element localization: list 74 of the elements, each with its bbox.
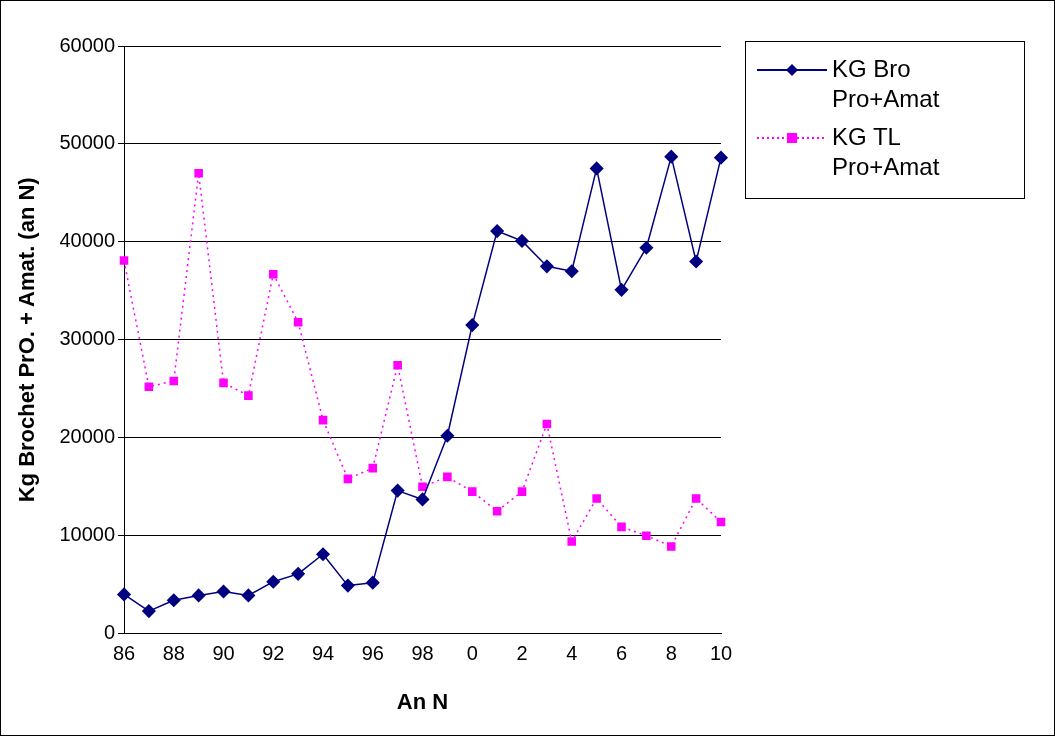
y-tick-label: 50000 [59, 131, 116, 154]
point [592, 494, 601, 503]
point [517, 487, 527, 496]
point [194, 169, 203, 178]
point [540, 259, 554, 274]
y-tick-label: 20000 [59, 425, 116, 448]
point [343, 474, 353, 484]
point [691, 494, 701, 503]
point [716, 517, 726, 527]
point [666, 542, 676, 551]
point [366, 575, 380, 590]
point [664, 149, 678, 164]
y-tick-label: 40000 [59, 229, 116, 252]
point [368, 463, 378, 473]
point [216, 584, 231, 599]
point [293, 317, 303, 327]
y-tick-label: 0 [103, 621, 116, 644]
point [515, 234, 529, 248]
point [167, 593, 181, 608]
x-tick-label: 98 [411, 642, 434, 665]
point [490, 224, 504, 238]
point [492, 506, 502, 516]
point [589, 161, 604, 176]
x-tick-label: 92 [262, 642, 285, 665]
point [567, 537, 577, 546]
point [144, 382, 154, 392]
point [393, 360, 402, 370]
point [418, 482, 427, 491]
x-tick-label: 4 [566, 642, 578, 665]
legend-label: KG Bro Pro+Amat [832, 54, 941, 114]
point [617, 522, 626, 532]
point [714, 150, 728, 165]
x-tick-label: 0 [466, 642, 478, 665]
x-tick-label: 90 [212, 642, 235, 665]
x-tick-label: 10 [709, 642, 733, 665]
point [465, 318, 480, 332]
point [614, 283, 629, 297]
point [467, 487, 477, 496]
x-tick-label: 96 [361, 642, 384, 665]
y-axis-title: Kg Brochet PrO. + Amat. (an N) [14, 177, 40, 503]
point [241, 588, 256, 603]
point [219, 378, 228, 388]
point [291, 567, 305, 581]
legend-label: KG TL Pro+Amat [832, 122, 941, 182]
x-tick-label: 6 [615, 642, 628, 665]
point [266, 574, 281, 589]
point [169, 376, 179, 386]
point [318, 415, 328, 425]
point [639, 240, 654, 255]
y-tick-label: 60000 [59, 33, 116, 56]
point [542, 419, 552, 429]
point [268, 269, 278, 279]
point [565, 264, 579, 278]
point [390, 483, 405, 498]
point [191, 588, 206, 603]
point [440, 429, 455, 443]
x-axis-title: An N [396, 688, 449, 714]
point [244, 391, 253, 400]
point [341, 578, 355, 593]
point [117, 587, 131, 602]
point [415, 492, 430, 507]
x-tick-label: 86 [112, 642, 136, 665]
x-tick-label: 2 [516, 642, 528, 665]
point [316, 547, 330, 562]
point [443, 472, 452, 482]
point [142, 604, 156, 618]
point [119, 256, 129, 265]
x-tick-label: 88 [162, 642, 185, 665]
point [642, 531, 651, 540]
y-tick-label: 10000 [59, 523, 116, 546]
x-tick-label: 8 [665, 642, 677, 665]
point [689, 254, 703, 269]
x-tick-label: 94 [311, 642, 335, 665]
y-tick-label: 30000 [59, 327, 116, 350]
